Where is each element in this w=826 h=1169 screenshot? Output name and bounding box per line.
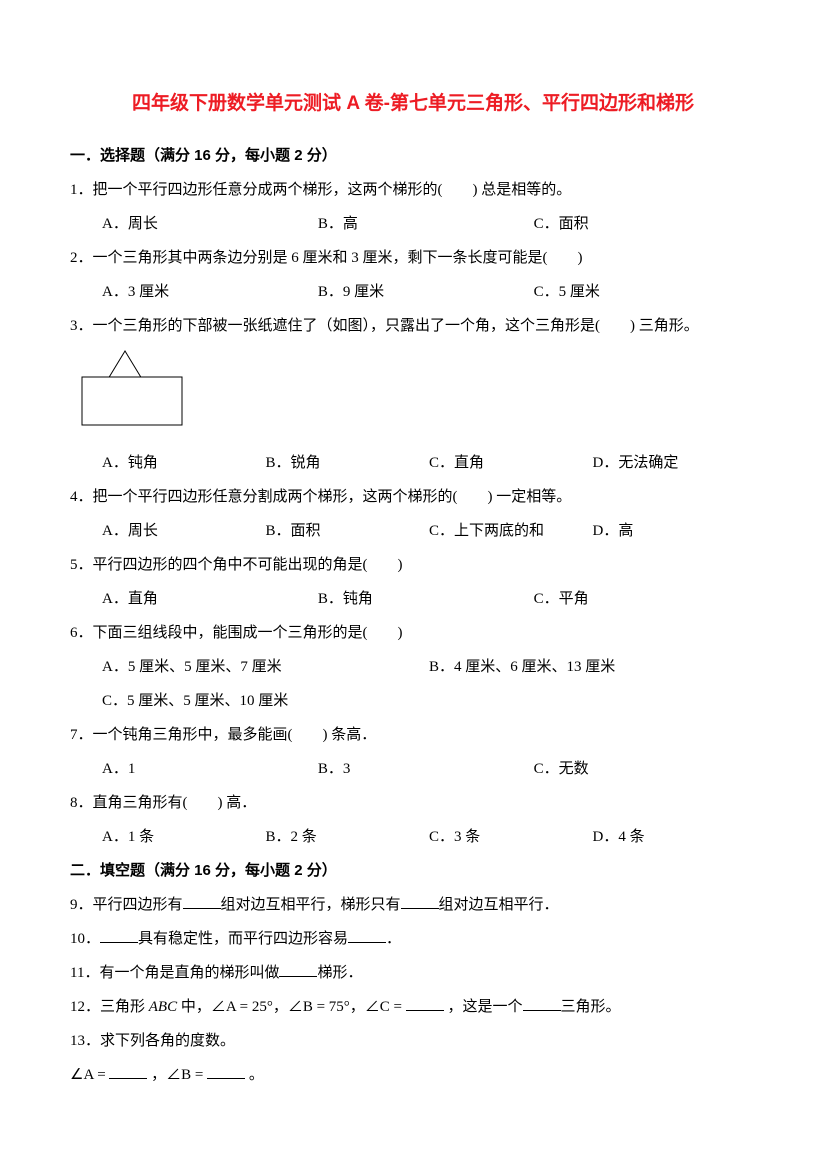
question-1: 1．把一个平行四边形任意分成两个梯形，这两个梯形的( ) 总是相等的。 xyxy=(70,175,756,205)
question-10: 10． 具有稳定性，而平行四边形容易 ． xyxy=(70,924,756,954)
q13-after: 。 xyxy=(245,1067,264,1083)
q8-opt-a: A．1 条 xyxy=(102,822,266,852)
q2-opt-a: A．3 厘米 xyxy=(102,277,318,307)
q12-text-mid1: 中，∠A = 25°，∠B = 75°，∠C = xyxy=(177,999,406,1015)
question-11: 11．有一个角是直角的梯形叫做 梯形． xyxy=(70,958,756,988)
q13-blank-a xyxy=(109,1064,147,1079)
q4-opt-b: B．面积 xyxy=(266,516,430,546)
question-7: 7．一个钝角三角形中，最多能画( ) 条高． xyxy=(70,720,756,750)
q9-text-mid: 组对边互相平行，梯形只有 xyxy=(221,897,401,913)
question-5-options: A．直角 B．钝角 C．平角 xyxy=(70,584,756,614)
triangle-figure xyxy=(80,349,756,440)
q8-opt-c: C．3 条 xyxy=(429,822,593,852)
q3-opt-c: C．直角 xyxy=(429,448,593,478)
question-9: 9．平行四边形有 组对边互相平行，梯形只有 组对边互相平行． xyxy=(70,890,756,920)
question-8-options: A．1 条 B．2 条 C．3 条 D．4 条 xyxy=(70,822,756,852)
question-5: 5．平行四边形的四个角中不可能出现的角是( ) xyxy=(70,550,756,580)
question-2-options: A．3 厘米 B．9 厘米 C．5 厘米 xyxy=(70,277,756,307)
question-12: 12．三角形 ABC 中，∠A = 25°，∠B = 75°，∠C = ，这是一… xyxy=(70,992,756,1022)
question-13-angles: ∠A = ，∠B = 。 xyxy=(70,1060,756,1090)
question-3: 3．一个三角形的下部被一张纸遮住了（如图），只露出了一个角，这个三角形是( ) … xyxy=(70,311,756,341)
q4-opt-c: C．上下两底的和 xyxy=(429,516,593,546)
q12-blank-2 xyxy=(523,996,561,1011)
q7-opt-b: B．3 xyxy=(318,754,534,784)
q6-opt-a: A．5 厘米、5 厘米、7 厘米 xyxy=(102,652,429,682)
question-13: 13．求下列各角的度数。 xyxy=(70,1026,756,1056)
q12-text-mid2: ，这是一个 xyxy=(444,999,523,1015)
q5-opt-c: C．平角 xyxy=(534,584,750,614)
q3-opt-d: D．无法确定 xyxy=(593,448,757,478)
q12-text-before: 12．三角形 xyxy=(70,999,149,1015)
q9-blank-1 xyxy=(183,894,221,909)
triangle-paper-icon xyxy=(80,349,190,429)
q13-angle-a-label: ∠A = xyxy=(70,1067,109,1083)
q3-opt-b: B．锐角 xyxy=(266,448,430,478)
q11-text-after: 梯形． xyxy=(317,965,362,981)
q2-opt-c: C．5 厘米 xyxy=(534,277,750,307)
question-6: 6．下面三组线段中，能围成一个三角形的是( ) xyxy=(70,618,756,648)
q4-opt-d: D．高 xyxy=(593,516,757,546)
q11-blank xyxy=(279,962,317,977)
q13-sep: ，∠B = xyxy=(147,1067,207,1083)
q1-opt-a: A．周长 xyxy=(102,209,318,239)
q9-text-after: 组对边互相平行． xyxy=(439,897,559,913)
q10-text-before: 10． xyxy=(70,931,100,947)
q2-opt-b: B．9 厘米 xyxy=(318,277,534,307)
q4-opt-a: A．周长 xyxy=(102,516,266,546)
q1-opt-b: B．高 xyxy=(318,209,534,239)
question-8: 8．直角三角形有( ) 高． xyxy=(70,788,756,818)
q7-opt-c: C．无数 xyxy=(534,754,750,784)
q12-abc: ABC xyxy=(149,999,177,1015)
question-2: 2．一个三角形其中两条边分别是 6 厘米和 3 厘米，剩下一条长度可能是( ) xyxy=(70,243,756,273)
question-7-options: A．1 B．3 C．无数 xyxy=(70,754,756,784)
q11-text-before: 11．有一个角是直角的梯形叫做 xyxy=(70,965,279,981)
q6-opt-c: C．5 厘米、5 厘米、10 厘米 xyxy=(102,686,429,716)
q7-opt-a: A．1 xyxy=(102,754,318,784)
section-2-header: 二．填空题（满分 16 分，每小题 2 分） xyxy=(70,856,756,886)
question-4: 4．把一个平行四边形任意分割成两个梯形，这两个梯形的( ) 一定相等。 xyxy=(70,482,756,512)
question-6-options-row1: A．5 厘米、5 厘米、7 厘米 B．4 厘米、6 厘米、13 厘米 xyxy=(70,652,756,682)
section-1-header: 一．选择题（满分 16 分，每小题 2 分） xyxy=(70,141,756,171)
page-title: 四年级下册数学单元测试 A 卷-第七单元三角形、平行四边形和梯形 xyxy=(70,85,756,123)
q1-opt-c: C．面积 xyxy=(534,209,750,239)
q10-blank-1 xyxy=(100,928,138,943)
q13-blank-b xyxy=(207,1064,245,1079)
question-6-options-row2: C．5 厘米、5 厘米、10 厘米 xyxy=(70,686,756,716)
q8-opt-b: B．2 条 xyxy=(266,822,430,852)
q10-blank-2 xyxy=(348,928,386,943)
q9-blank-2 xyxy=(401,894,439,909)
q9-text-before: 9．平行四边形有 xyxy=(70,897,183,913)
q10-text-after: ． xyxy=(386,931,401,947)
q6-opt-b: B．4 厘米、6 厘米、13 厘米 xyxy=(429,652,756,682)
q12-blank-1 xyxy=(406,996,444,1011)
question-3-options: A．钝角 B．锐角 C．直角 D．无法确定 xyxy=(70,448,756,478)
q3-opt-a: A．钝角 xyxy=(102,448,266,478)
q5-opt-b: B．钝角 xyxy=(318,584,534,614)
q5-opt-a: A．直角 xyxy=(102,584,318,614)
q8-opt-d: D．4 条 xyxy=(593,822,757,852)
question-4-options: A．周长 B．面积 C．上下两底的和 D．高 xyxy=(70,516,756,546)
q10-text-mid: 具有稳定性，而平行四边形容易 xyxy=(138,931,348,947)
question-1-options: A．周长 B．高 C．面积 xyxy=(70,209,756,239)
q12-text-after: 三角形。 xyxy=(561,999,621,1015)
